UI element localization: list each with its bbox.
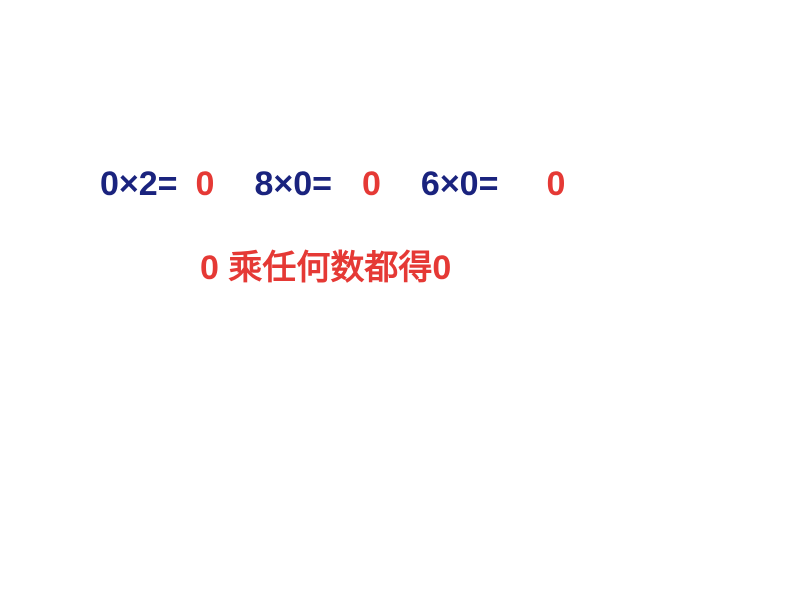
equation-2: 8×0= [254,165,332,204]
answer-1: 0 [196,165,215,204]
answer-3: 0 [546,165,565,204]
equation-1: 0×2= [100,165,178,204]
equation-3: 6×0= [421,165,499,204]
rule-text: 0 乘任何数都得0 [200,240,451,289]
answer-2: 0 [362,165,381,204]
equations-row: 0×2= 0 8×0= 0 6×0= 0 [100,165,565,204]
